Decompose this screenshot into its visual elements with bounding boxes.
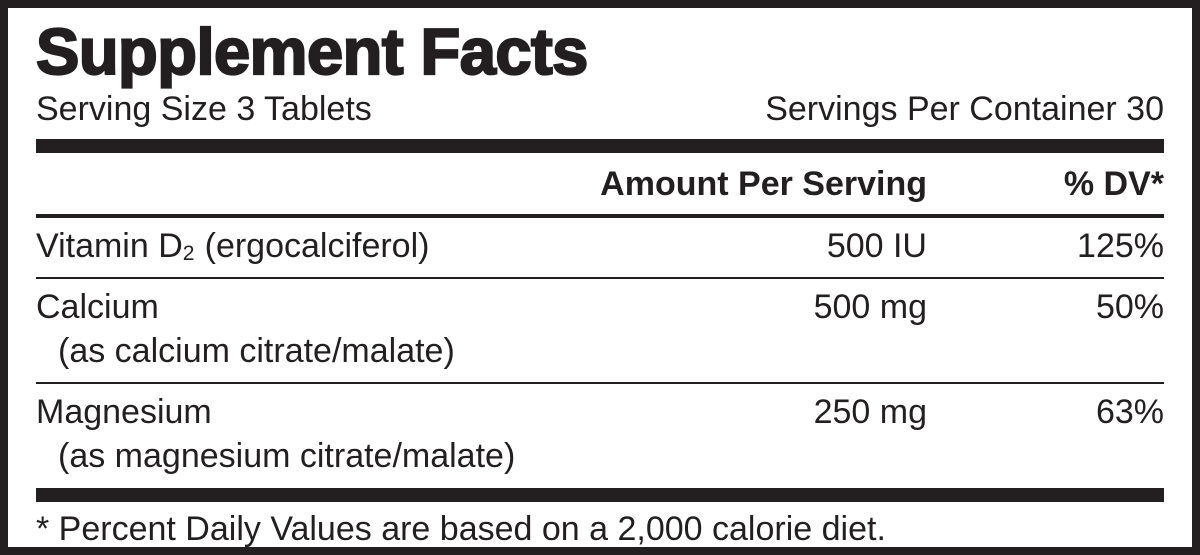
nutrient-amount: 500 IU <box>826 226 927 265</box>
nutrient-source-detail: (as calcium citrate/malate) <box>58 331 455 370</box>
nutrient-name: Magnesium <box>36 390 527 434</box>
column-header-row: Amount Per Serving % DV* <box>36 153 1164 218</box>
nutrient-name-text: Vitamin D <box>36 226 183 265</box>
nutrient-row-magnesium: Magnesium 250 mg 63% (as magnesium citra… <box>36 384 1164 487</box>
nutrient-name-subscript: 2 <box>182 242 195 266</box>
nutrient-amount: 500 mg <box>813 287 927 326</box>
nutrient-amount: 250 mg <box>813 393 927 432</box>
nutrient-name: Calcium <box>36 285 527 329</box>
nutrient-dv: 50% <box>1095 287 1164 326</box>
nutrient-source-detail: (as magnesium citrate/malate) <box>58 437 516 476</box>
servings-per-container-text: Servings Per Container 30 <box>765 89 1164 128</box>
serving-size-text: Serving Size 3 Tablets <box>36 89 372 128</box>
nutrient-name-text: Magnesium <box>36 393 212 432</box>
daily-value-footnote: * Percent Daily Values are based on a 2,… <box>36 509 886 548</box>
nutrient-name-text: Calcium <box>36 287 159 326</box>
nutrient-name-note: (ergocalciferol) <box>195 226 430 265</box>
thick-divider-top <box>36 139 1164 154</box>
nutrient-row-calcium: Calcium 500 mg 50% (as calcium citrate/m… <box>36 279 1164 385</box>
panel-title: Supplement Facts <box>35 15 590 88</box>
percent-dv-header: % DV* <box>1063 165 1164 204</box>
nutrient-dv: 63% <box>1095 393 1164 432</box>
nutrient-name: Vitamin D2 (ergocalciferol) <box>36 224 527 268</box>
nutrient-dv: 125% <box>1077 226 1164 265</box>
thick-divider-bottom <box>36 487 1164 502</box>
header-spacer <box>36 162 527 206</box>
nutrient-row-vitamin-d2: Vitamin D2 (ergocalciferol) 500 IU 125% <box>36 218 1164 279</box>
serving-info-row: Serving Size 3 Tablets Servings Per Cont… <box>36 89 1164 130</box>
amount-per-serving-header: Amount Per Serving <box>600 165 927 204</box>
